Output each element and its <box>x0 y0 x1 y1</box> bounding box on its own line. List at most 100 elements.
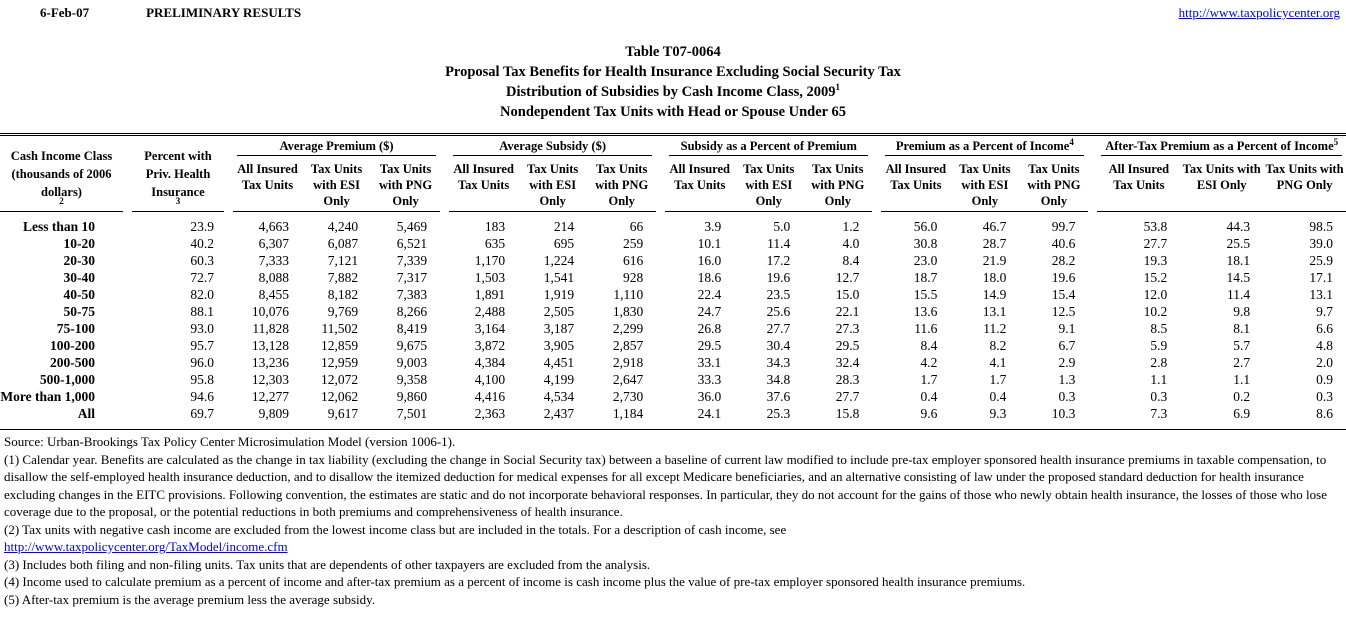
table-row: 50-75 88.1 10,076 9,769 8,266 2,488 2,505 1,830… <box>0 303 1346 320</box>
value-cell: 37.6 <box>766 389 791 404</box>
value-cell: 46.7 <box>982 219 1007 234</box>
subcolumn-header: Tax Units with PNG Only <box>811 162 865 208</box>
value-cell: 259 <box>622 236 644 251</box>
value-cell: 56.0 <box>913 219 938 234</box>
value-cell: 928 <box>622 270 644 285</box>
cell-percent-insured: 96.0 <box>190 355 214 370</box>
value-group-4: 13.6 13.1 12.5 <box>881 303 1088 320</box>
value-group-2: 1,891 1,919 1,110 <box>449 286 656 303</box>
cell-percent-insured: 82.0 <box>190 287 214 302</box>
table-row: 200-500 96.0 13,236 12,959 9,003 4,384 4,451 2,… <box>0 354 1346 371</box>
title-block: Table T07-0064 Proposal Tax Benefits for… <box>0 42 1346 122</box>
value-cell: 1,541 <box>543 270 575 285</box>
subcolumn-headers: All Insured Tax Units Tax Units with ESI … <box>1097 156 1346 211</box>
value-cell: 18.7 <box>913 270 938 285</box>
value-cell: 12,859 <box>320 338 359 353</box>
value-cell: 8.2 <box>989 338 1007 353</box>
subcolumn-header: All Insured Tax Units <box>669 162 731 192</box>
value-cell: 6,521 <box>396 236 428 251</box>
value-cell: 5.7 <box>1233 338 1251 353</box>
value-cell: 7,339 <box>396 253 428 268</box>
value-cell: 1.1 <box>1233 372 1251 387</box>
value-cell: 2,647 <box>612 372 644 387</box>
value-cell: 1,503 <box>474 270 506 285</box>
value-cell: 19.6 <box>766 270 791 285</box>
value-cell: 0.2 <box>1233 389 1251 404</box>
value-group-2: 4,100 4,199 2,647 <box>449 371 656 388</box>
value-cell: 0.3 <box>1058 389 1076 404</box>
group-title-text: Average Premium ($) <box>279 139 394 153</box>
row-label: 75-100 <box>56 321 95 336</box>
row-label: 30-40 <box>63 270 96 285</box>
value-group-4: 15.5 14.9 15.4 <box>881 286 1088 303</box>
value-cell: 21.9 <box>982 253 1007 268</box>
value-group-3: 26.8 27.7 27.3 <box>665 320 872 337</box>
value-cell: 3,872 <box>474 338 506 353</box>
table-body: Less than 10 23.9 4,663 4,240 5,469 183 214 66 3… <box>0 212 1346 430</box>
cell-percent-insured: 40.2 <box>190 236 214 251</box>
value-cell: 12,277 <box>251 389 290 404</box>
value-cell: 15.5 <box>913 287 938 302</box>
value-cell: 25.9 <box>1309 253 1333 268</box>
value-cell: 1.7 <box>920 372 938 387</box>
source-note: Source: Urban-Brookings Tax Policy Cente… <box>4 434 456 449</box>
value-cell: 695 <box>553 236 575 251</box>
group-title-text: Premium as a Percent of Income <box>895 139 1070 153</box>
value-cell: 12.7 <box>835 270 860 285</box>
subcolumn-header: All Insured Tax Units <box>237 162 298 192</box>
value-group-1: 8,455 8,182 7,383 <box>233 286 440 303</box>
subcolumn-header: Tax Units with ESI Only <box>959 162 1011 208</box>
value-cell: 1,170 <box>474 253 506 268</box>
value-cell: 3,187 <box>543 321 575 336</box>
value-cell: 2.8 <box>1150 355 1168 370</box>
value-group-1: 12,277 12,062 9,860 <box>233 388 440 405</box>
value-cell: 17.1 <box>1309 270 1333 285</box>
value-cell: 30.4 <box>766 338 791 353</box>
value-group-1: 7,333 7,121 7,339 <box>233 252 440 269</box>
value-group-2: 2,488 2,505 1,830 <box>449 303 656 320</box>
value-cell: 32.4 <box>835 355 860 370</box>
group-title-text: Average Subsidy ($) <box>499 139 607 153</box>
cell-percent-insured: 72.7 <box>190 270 214 285</box>
value-cell: 4,384 <box>474 355 506 370</box>
value-cell: 13.6 <box>913 304 938 319</box>
row-label: 40-50 <box>63 287 96 302</box>
income-definition-link[interactable]: http://www.taxpolicycenter.org/TaxModel/… <box>4 539 288 554</box>
value-group-5: 10.2 9.8 9.7 <box>1097 303 1346 320</box>
table-row: 30-40 72.7 8,088 7,882 7,317 1,503 1,541 928 18.… <box>0 269 1346 286</box>
subcolumn-headers: All Insured Tax Units Tax Units with ESI … <box>449 156 656 211</box>
group-title: Premium as a Percent of Income4 <box>885 136 1085 156</box>
value-group-1: 8,088 7,882 7,317 <box>233 269 440 286</box>
subcolumn-header: Tax Units with ESI Only <box>1182 162 1261 192</box>
subcolumn-header: Tax Units with PNG Only <box>1265 162 1344 192</box>
column-group-1: Average Premium ($) All Insured Tax Units… <box>233 136 441 212</box>
value-cell: 2,918 <box>612 355 644 370</box>
value-cell: 16.0 <box>697 253 722 268</box>
footnote-5: (5) After-tax premium is the average pre… <box>4 591 376 607</box>
table-top-rule <box>0 133 1346 136</box>
value-cell: 9,003 <box>396 355 428 370</box>
column-group-2: Average Subsidy ($) All Insured Tax Units… <box>449 136 657 212</box>
site-link[interactable]: http://www.taxpolicycenter.org <box>1178 5 1340 20</box>
value-cell: 1,184 <box>612 406 644 421</box>
table-row: 75-100 93.0 11,828 11,502 8,419 3,164 3,187 2,2… <box>0 320 1346 337</box>
value-cell: 9,769 <box>327 304 359 319</box>
row-label: 50-75 <box>63 304 96 319</box>
subcolumn-header: Tax Units with PNG Only <box>1027 162 1081 208</box>
value-cell: 0.9 <box>1316 372 1333 387</box>
value-cell: 12,959 <box>320 355 359 370</box>
value-cell: 33.3 <box>697 372 722 387</box>
value-cell: 214 <box>553 219 575 234</box>
value-cell: 6,087 <box>327 236 359 251</box>
value-cell: 40.6 <box>1051 236 1076 251</box>
table-row: 40-50 82.0 8,455 8,182 7,383 1,891 1,919 1,110 2… <box>0 286 1346 303</box>
footnote-ref: 4 <box>1069 136 1074 147</box>
group-title: Average Premium ($) <box>237 136 437 156</box>
value-group-2: 183 214 66 <box>449 218 656 235</box>
value-cell: 19.3 <box>1143 253 1168 268</box>
value-group-2: 4,384 4,451 2,918 <box>449 354 656 371</box>
subcolumn-headers: All Insured Tax Units Tax Units with ESI … <box>233 156 440 211</box>
cell-percent-insured: 69.7 <box>190 406 214 421</box>
value-group-2: 635 695 259 <box>449 235 656 252</box>
value-cell: 6,307 <box>258 236 290 251</box>
